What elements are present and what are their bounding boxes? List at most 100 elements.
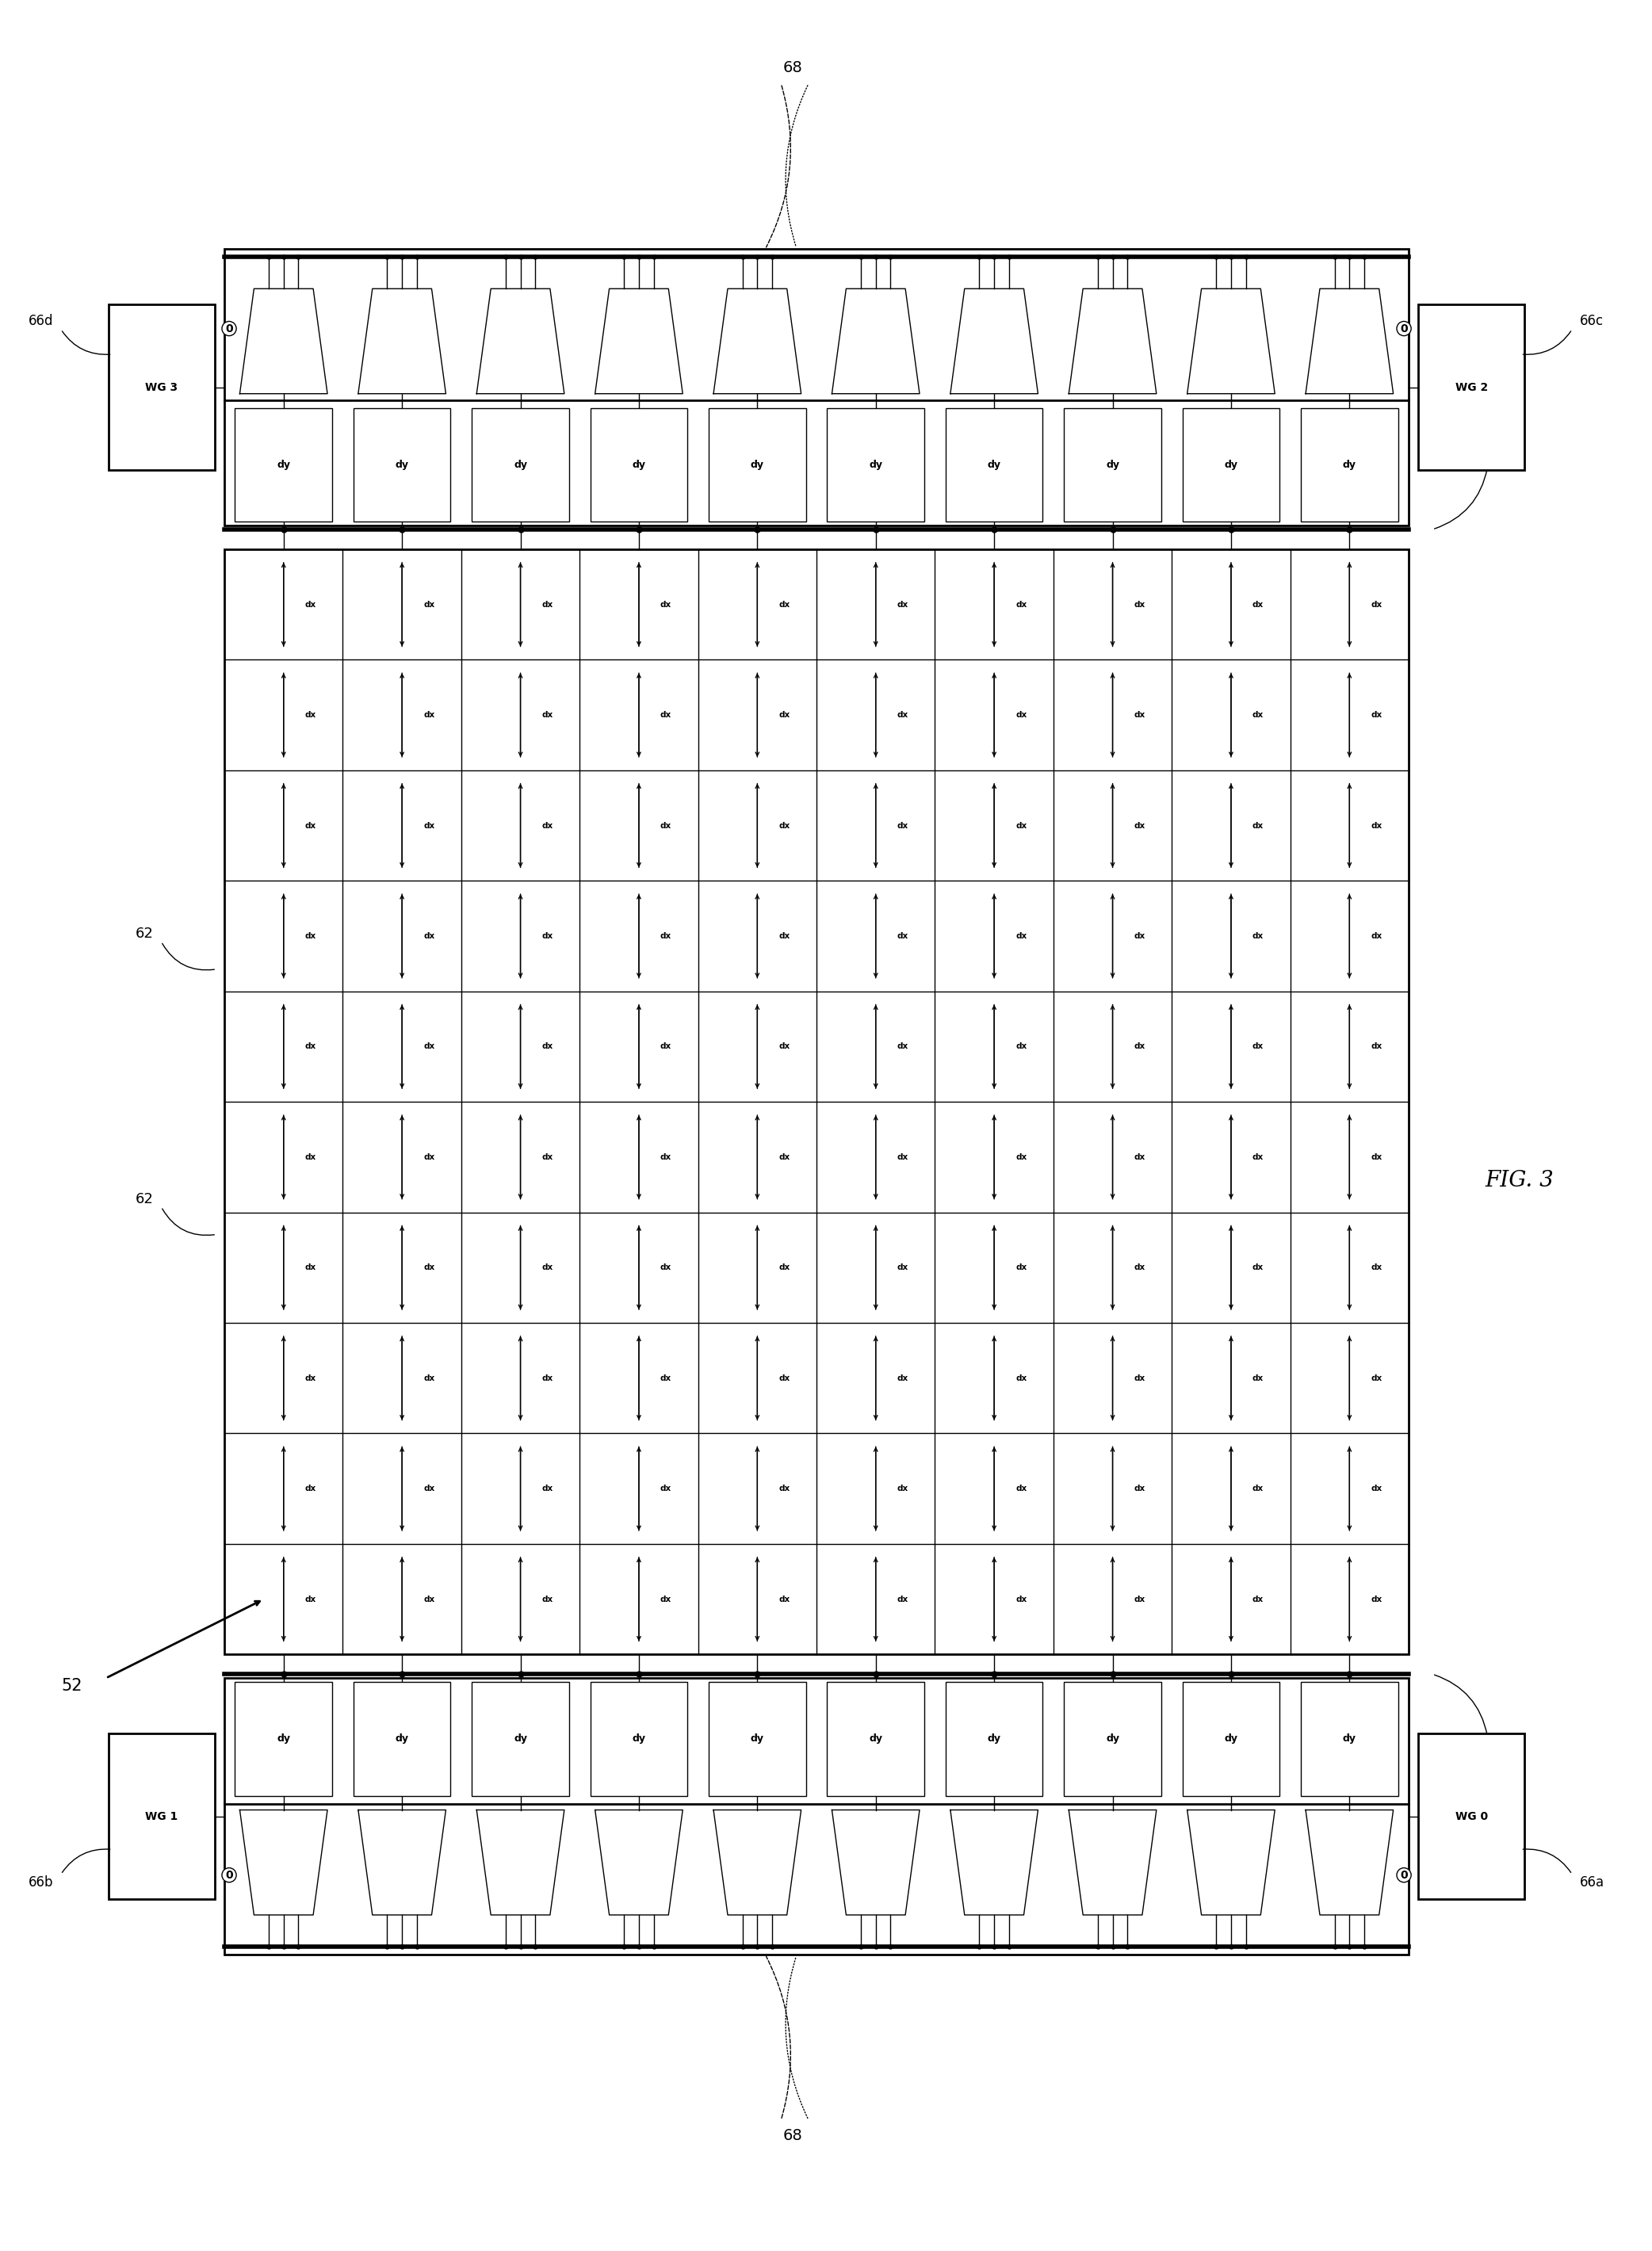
Text: dx: dx — [897, 822, 909, 828]
Text: dx: dx — [661, 1486, 671, 1492]
Text: dy: dy — [395, 1733, 408, 1745]
Text: dx: dx — [1371, 1042, 1383, 1051]
Text: dx: dx — [423, 1042, 434, 1051]
Text: dx: dx — [542, 822, 553, 828]
Text: dx: dx — [1016, 1153, 1028, 1162]
Text: dx: dx — [1252, 1263, 1264, 1272]
Text: dx: dx — [306, 1263, 316, 1272]
Text: dx: dx — [306, 1596, 316, 1603]
Text: dy: dy — [988, 1733, 1001, 1745]
Text: dx: dx — [1133, 1042, 1145, 1051]
Text: dx: dx — [661, 1373, 671, 1382]
Text: dx: dx — [1016, 1596, 1028, 1603]
Text: dx: dx — [1371, 1153, 1383, 1162]
Text: dx: dx — [661, 932, 671, 941]
Text: dx: dx — [1133, 601, 1145, 608]
Text: 64: 64 — [1495, 450, 1513, 466]
Text: dx: dx — [897, 1042, 909, 1051]
Text: dx: dx — [1133, 932, 1145, 941]
Text: dx: dx — [1133, 711, 1145, 718]
Text: dx: dx — [778, 711, 790, 718]
Text: dx: dx — [1252, 1486, 1264, 1492]
Text: dx: dx — [423, 1373, 434, 1382]
Bar — [590, 1681, 687, 1796]
Text: dx: dx — [1371, 1373, 1383, 1382]
Text: dx: dx — [1016, 1486, 1028, 1492]
Text: dx: dx — [306, 822, 316, 828]
Text: dx: dx — [1252, 601, 1264, 608]
Text: 68: 68 — [783, 2129, 803, 2143]
Bar — [472, 1681, 568, 1796]
Text: dy: dy — [1105, 459, 1120, 470]
Text: 68: 68 — [783, 61, 803, 74]
Text: dy: dy — [514, 1733, 527, 1745]
Bar — [1183, 407, 1280, 522]
Text: dx: dx — [423, 822, 434, 828]
Text: dx: dx — [1252, 822, 1264, 828]
Text: dx: dx — [542, 1373, 553, 1382]
Text: dy: dy — [1224, 459, 1237, 470]
Text: dx: dx — [778, 601, 790, 608]
Text: dx: dx — [661, 1596, 671, 1603]
Text: dx: dx — [897, 1153, 909, 1162]
Text: dx: dx — [1252, 1153, 1264, 1162]
Text: dy: dy — [1343, 1733, 1356, 1745]
Text: dx: dx — [1016, 932, 1028, 941]
Text: 62: 62 — [135, 927, 154, 941]
Text: dx: dx — [423, 1596, 434, 1603]
Text: dx: dx — [1252, 1042, 1264, 1051]
Text: dx: dx — [661, 1263, 671, 1272]
Text: dy: dy — [750, 1733, 763, 1745]
Text: 62: 62 — [135, 1191, 154, 1207]
Bar — [235, 1681, 332, 1796]
Text: dx: dx — [306, 601, 316, 608]
Text: dx: dx — [1371, 1486, 1383, 1492]
Text: dx: dx — [542, 601, 553, 608]
Text: dx: dx — [897, 601, 909, 608]
Text: dy: dy — [514, 459, 527, 470]
Text: WG 0: WG 0 — [1455, 1810, 1488, 1821]
Text: dx: dx — [897, 1596, 909, 1603]
Text: dy: dy — [633, 459, 646, 470]
Text: dx: dx — [542, 1596, 553, 1603]
Text: dy: dy — [869, 1733, 882, 1745]
Text: dx: dx — [778, 822, 790, 828]
Text: dx: dx — [1252, 1596, 1264, 1603]
Bar — [709, 1681, 806, 1796]
Text: dx: dx — [1016, 822, 1028, 828]
Bar — [354, 1681, 451, 1796]
Bar — [1064, 1681, 1161, 1796]
Bar — [1064, 407, 1161, 522]
Bar — [1300, 1681, 1398, 1796]
Text: dx: dx — [1371, 932, 1383, 941]
Text: dx: dx — [661, 601, 671, 608]
Text: dx: dx — [1252, 932, 1264, 941]
Text: dx: dx — [1016, 1373, 1028, 1382]
Text: dx: dx — [306, 1486, 316, 1492]
Text: dx: dx — [1016, 1042, 1028, 1051]
Text: dx: dx — [1371, 711, 1383, 718]
Text: dx: dx — [306, 1153, 316, 1162]
Text: dx: dx — [1252, 711, 1264, 718]
Text: dx: dx — [423, 1486, 434, 1492]
Text: dx: dx — [897, 932, 909, 941]
Text: dx: dx — [661, 1153, 671, 1162]
Text: dx: dx — [423, 711, 434, 718]
Text: dx: dx — [778, 932, 790, 941]
Text: 66b: 66b — [28, 1875, 53, 1889]
Text: dx: dx — [661, 822, 671, 828]
Text: dx: dx — [306, 932, 316, 941]
Text: dx: dx — [306, 1373, 316, 1382]
Bar — [235, 407, 332, 522]
Bar — [709, 407, 806, 522]
Text: dy: dy — [869, 459, 882, 470]
Text: 66d: 66d — [28, 313, 53, 329]
Bar — [1417, 304, 1525, 470]
Text: dx: dx — [1371, 1263, 1383, 1272]
Bar — [945, 1681, 1042, 1796]
Text: dx: dx — [897, 1263, 909, 1272]
Text: dx: dx — [423, 932, 434, 941]
Bar — [1417, 1733, 1525, 1900]
Text: WG 2: WG 2 — [1455, 383, 1488, 394]
Text: dx: dx — [423, 601, 434, 608]
